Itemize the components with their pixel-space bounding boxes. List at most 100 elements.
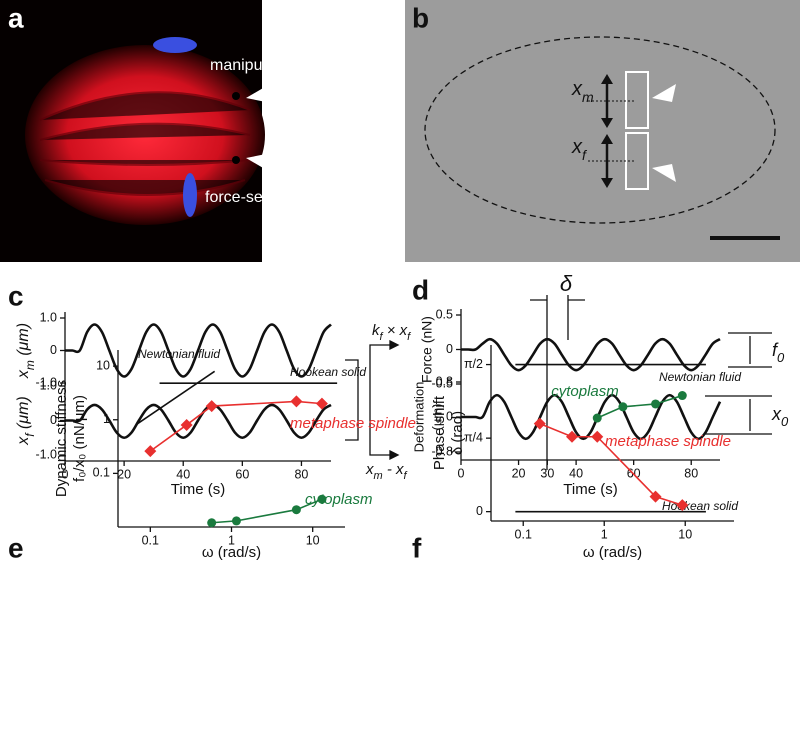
panel-letter: f: [412, 532, 422, 563]
series-line: [137, 370, 216, 425]
label: manipulating needle: [210, 57, 353, 74]
label-part: × x: [383, 322, 408, 339]
series-line: [461, 337, 721, 372]
series-line: [596, 394, 683, 419]
delta-label: δ: [560, 271, 573, 296]
marker: [651, 399, 661, 409]
series-label: metaphase spindle: [290, 415, 416, 432]
x-tick-label: 0: [62, 467, 69, 481]
label-part: f: [772, 340, 779, 360]
needle-box: [625, 71, 649, 129]
marker: [677, 391, 687, 401]
y-tick-label: 1.0: [40, 310, 57, 324]
y-axis-label: Force (nN): [419, 316, 435, 383]
marker: [676, 499, 689, 512]
y-tick-label: 0.5: [436, 307, 453, 321]
series-line: [211, 498, 323, 524]
y-tick-label: -0.5: [431, 376, 453, 390]
y-tick-label: 10: [96, 358, 110, 372]
panel-letter: b: [412, 2, 429, 33]
x-tick-label: 40: [569, 466, 583, 480]
label-part: f: [582, 147, 588, 163]
diagram-c: [345, 339, 400, 461]
marker: [290, 395, 303, 408]
x-tick-label: 80: [684, 466, 698, 480]
marker: [649, 490, 662, 503]
arrowhead: [652, 164, 676, 182]
label-part: m: [582, 89, 594, 105]
x-tick-label: 40: [176, 467, 190, 481]
label: xf: [571, 136, 588, 162]
diagram-label: kf × xf: [372, 322, 411, 343]
label-part: f: [404, 470, 408, 482]
series-label: Hookean solid: [662, 499, 738, 513]
y-tick-label: -1.0: [35, 375, 57, 389]
panel-a: manipulating needle force-sensing needle…: [0, 0, 378, 262]
y-axis-label: f₀/x₀ (nN/μm): [71, 395, 88, 482]
label-part: f: [23, 432, 37, 437]
x-tick-label: 1: [601, 527, 608, 541]
series-line: [64, 403, 332, 440]
y-axis-label: xm (μm): [15, 323, 37, 379]
label-part: f: [407, 331, 411, 343]
marker: [533, 417, 546, 430]
y-tick-label: 1.0: [40, 378, 57, 392]
x-tick-label: 1: [228, 533, 235, 547]
label-part: x: [15, 436, 32, 446]
label-part: x: [571, 78, 583, 100]
y-tick-label: -0.8: [431, 444, 453, 458]
y-axis-label: Dynamic stiffness: [53, 380, 70, 497]
label: xm: [571, 78, 594, 104]
x-tick-label: 10: [678, 527, 692, 541]
amp-label: x0: [771, 404, 789, 429]
y-tick-label: 0: [446, 409, 453, 423]
needle-tip: [232, 92, 240, 100]
y-tick-label: π/4: [464, 430, 483, 444]
x-tick-label: 30: [540, 466, 554, 480]
x-tick-label: 0: [458, 466, 465, 480]
y-tick-label: 0: [50, 343, 57, 357]
label-part: x: [365, 461, 374, 478]
label: force-sensing needle: [205, 189, 354, 206]
y-tick-label: π/2: [464, 357, 483, 371]
label-part: x: [771, 404, 782, 424]
arrow-heads: [601, 74, 613, 188]
marker: [180, 418, 193, 431]
series-line: [460, 393, 722, 441]
chromosome: [183, 173, 197, 217]
panel-b: xm xf b: [405, 0, 800, 262]
marker: [618, 402, 628, 412]
arrowhead: [652, 84, 676, 102]
label-part: x: [571, 136, 583, 158]
series-label: metaphase spindle: [605, 433, 731, 450]
delta-marker: [530, 295, 772, 470]
marker: [205, 400, 218, 413]
label-part: 0: [777, 350, 785, 365]
needle-tip: [232, 156, 240, 164]
label-part: (μm): [15, 323, 32, 360]
y-tick-label: -1.0: [35, 447, 57, 461]
x-axis-label: Time (s): [563, 481, 617, 498]
y-tick-label: 1: [103, 412, 110, 426]
marker: [207, 518, 217, 528]
y-tick-label: 0: [476, 504, 483, 518]
marker: [315, 397, 328, 410]
arrowhead: [246, 154, 270, 172]
cell-outline: [424, 36, 776, 224]
image-b: [405, 0, 800, 262]
y-axis-label: Phase shift: [431, 395, 448, 470]
series-line: [65, 323, 332, 378]
panel-letter: e: [8, 532, 24, 563]
marker: [566, 430, 578, 443]
amp-label: f0: [772, 340, 785, 365]
y-tick-label: 0.8: [436, 374, 453, 388]
x-tick-label: 20: [117, 467, 131, 481]
x-axis-label: ω (rad/s): [583, 544, 642, 561]
marker: [592, 413, 602, 423]
label-part: x: [15, 369, 32, 379]
y-axis-label: δ (rad): [449, 411, 466, 455]
series-label: cytoplasm: [305, 491, 373, 508]
arrowhead: [246, 84, 270, 102]
marker: [317, 494, 327, 504]
